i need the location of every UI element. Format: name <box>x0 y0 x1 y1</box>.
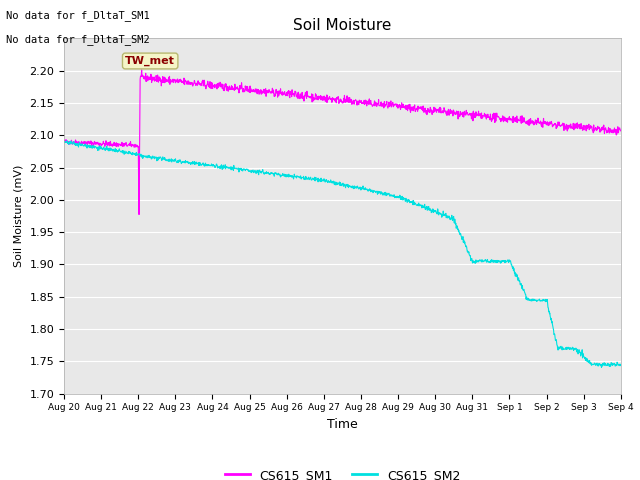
CS615_SM1 <box>60 138 68 144</box>
CS615_SM2 <box>308 176 316 182</box>
CS615_SM2 <box>297 173 305 179</box>
Text: No data for f_DltaT_SM1: No data for f_DltaT_SM1 <box>6 10 150 21</box>
CS615_SM2 <box>126 149 134 155</box>
CS615_SM2 <box>60 138 68 144</box>
Y-axis label: Soil Moisture (mV): Soil Moisture (mV) <box>14 165 24 267</box>
Text: No data for f_DltaT_SM2: No data for f_DltaT_SM2 <box>6 34 150 45</box>
CS615_SM2 <box>378 189 385 195</box>
Title: Soil Moisture: Soil Moisture <box>293 18 392 33</box>
CS615_SM1 <box>297 95 305 101</box>
CS615_SM1 <box>617 128 625 134</box>
Legend: CS615_SM1, CS615_SM2: CS615_SM1, CS615_SM2 <box>220 464 465 480</box>
CS615_SM1 <box>308 92 316 97</box>
CS615_SM2 <box>318 178 326 184</box>
CS615_SM1 <box>378 103 385 108</box>
CS615_SM2 <box>617 362 625 368</box>
CS615_SM2 <box>598 364 605 370</box>
Line: CS615_SM2: CS615_SM2 <box>64 141 621 367</box>
X-axis label: Time: Time <box>327 418 358 431</box>
CS615_SM1 <box>319 95 326 100</box>
CS615_SM1 <box>138 67 145 73</box>
CS615_SM1 <box>135 212 143 217</box>
CS615_SM2 <box>104 147 111 153</box>
CS615_SM2 <box>63 138 71 144</box>
CS615_SM1 <box>126 141 134 146</box>
CS615_SM1 <box>103 141 111 147</box>
Line: CS615_SM1: CS615_SM1 <box>64 70 621 215</box>
Text: TW_met: TW_met <box>125 56 175 66</box>
